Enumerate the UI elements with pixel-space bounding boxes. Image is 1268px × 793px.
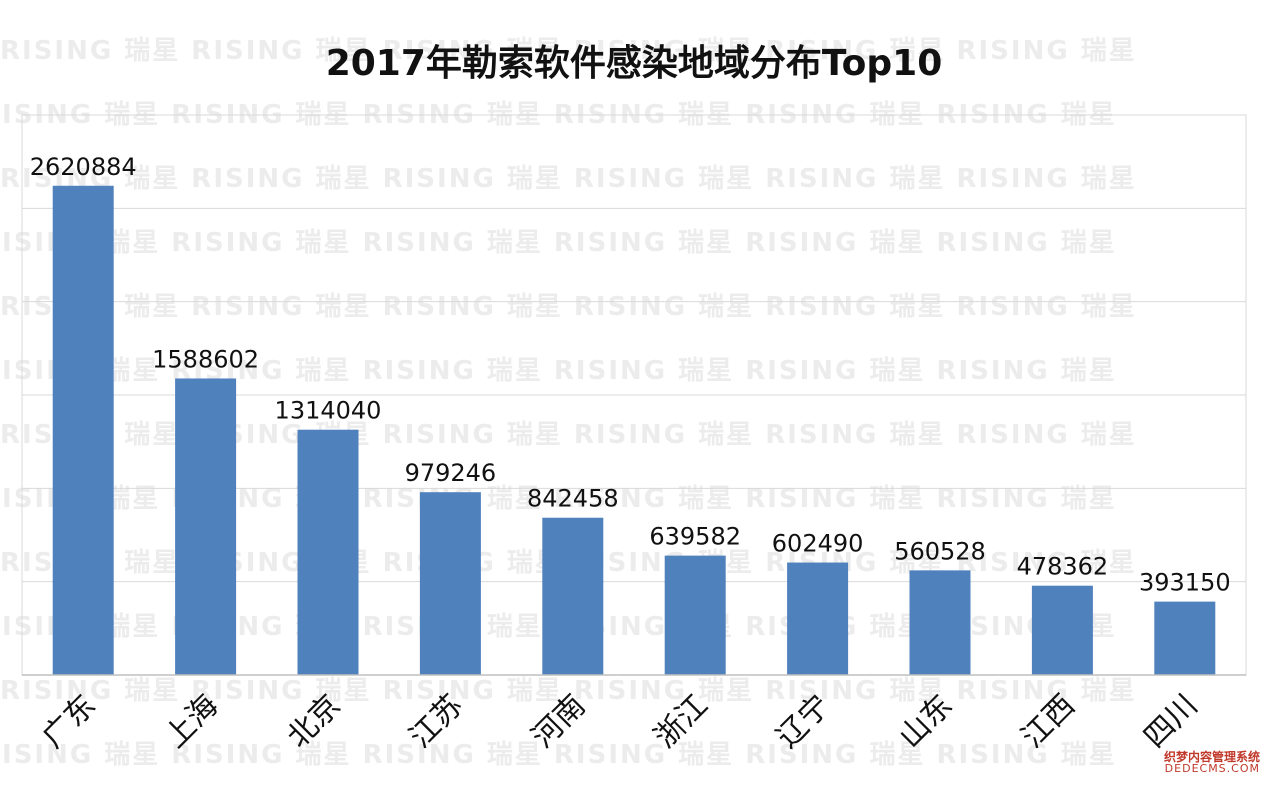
logo-line1: 织梦内容管理系统 (1163, 749, 1260, 764)
category-label: 河南 (525, 688, 592, 755)
logo-line2: DEDECMS.COM (1164, 762, 1260, 776)
category-label: 北京 (280, 688, 347, 755)
data-label: 2620884 (30, 153, 137, 181)
data-label: 639582 (649, 523, 741, 551)
data-label: 393150 (1139, 569, 1231, 597)
bar-4 (419, 492, 481, 675)
data-label: 478362 (1017, 553, 1109, 581)
bar-8 (909, 570, 971, 675)
bar-2 (175, 378, 237, 675)
category-label: 江苏 (403, 688, 470, 755)
bar-6 (664, 555, 726, 675)
data-label: 1314040 (275, 397, 382, 425)
bar-7 (787, 562, 849, 675)
chart-title: 2017年勒索软件感染地域分布Top10 (325, 43, 943, 84)
data-label: 1588602 (152, 345, 259, 373)
category-label: 上海 (158, 688, 225, 755)
category-label: 浙江 (648, 688, 715, 755)
data-label: 979246 (405, 459, 497, 487)
category-label: 四川 (1137, 688, 1204, 755)
data-label: 602490 (772, 530, 864, 558)
data-label: 842458 (527, 485, 619, 513)
dedecms-logo: 织梦内容管理系统 DEDECMS.COM (1164, 751, 1260, 775)
bar-5 (542, 517, 604, 675)
bar-9 (1031, 585, 1093, 675)
category-label: 江西 (1015, 688, 1082, 755)
category-label: 辽宁 (770, 688, 837, 755)
data-label: 560528 (894, 537, 986, 565)
category-label: 山东 (892, 688, 959, 755)
category-label: 广东 (36, 688, 103, 755)
bar-3 (297, 429, 359, 675)
bar-1 (52, 185, 114, 676)
bar-10 (1154, 601, 1216, 675)
